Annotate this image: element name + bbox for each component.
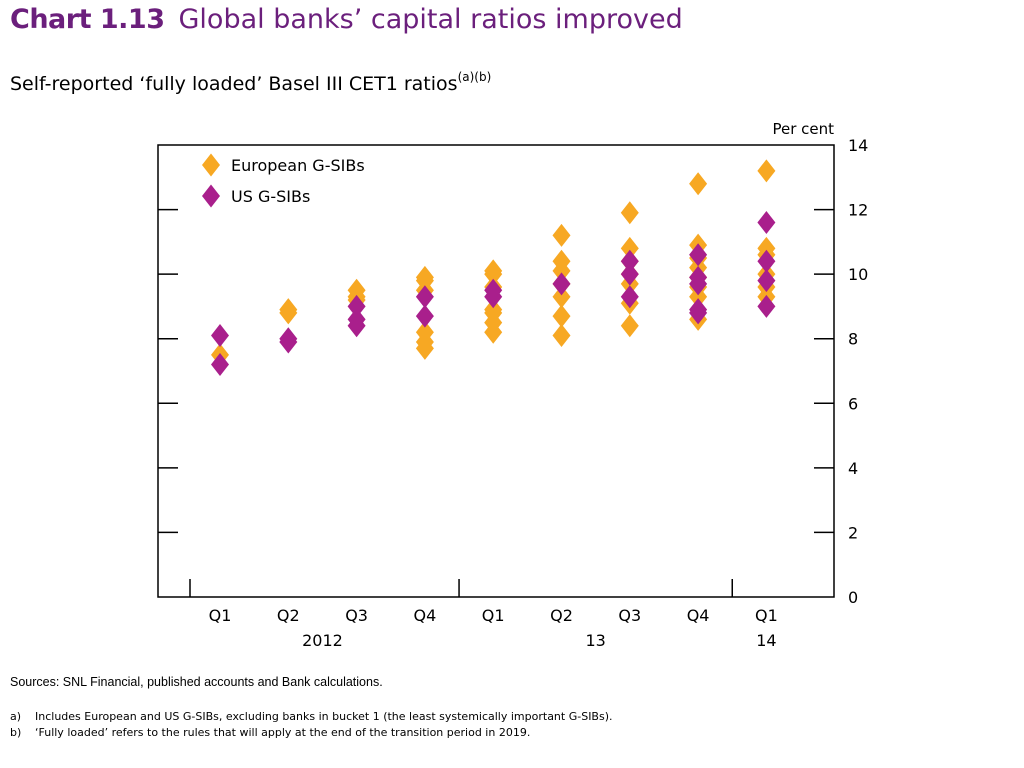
- european-gsib-point: [279, 301, 298, 325]
- european-gsib-point: [689, 172, 708, 196]
- european-gsib-point: [552, 223, 571, 247]
- us-gsib-point: [757, 294, 776, 318]
- subtitle-text: Self-reported ‘fully loaded’ Basel III C…: [10, 73, 458, 95]
- footnote-b-text: ‘Fully loaded’ refers to the rules that …: [35, 726, 531, 739]
- european-gsib-point: [620, 236, 639, 260]
- y-tick-label: 2: [848, 523, 858, 542]
- x-tick-label: Q3: [345, 606, 368, 625]
- us-gsib-point: [757, 249, 776, 273]
- footnote-a-mark: a): [10, 710, 22, 723]
- us-gsib-point: [689, 272, 708, 296]
- us-gsib-point: [552, 272, 571, 296]
- us-gsib-point: [415, 285, 434, 309]
- european-gsib-point: [552, 323, 571, 347]
- y-tick-label: 10: [848, 265, 868, 284]
- legend-us-gsibs-marker: [202, 184, 220, 208]
- plot-frame: [157, 144, 835, 598]
- y-tick-label: 4: [848, 459, 858, 478]
- european-gsib-point: [620, 201, 639, 225]
- scatter-chart: Per cent 0 2 4 6 8 10 12 14 Q1 Q2 Q3 Q4 Q1 Q2 Q3 Q4 Q1 2…: [157, 120, 868, 650]
- x-tick-label: Q1: [482, 606, 505, 625]
- x-year-label: 14: [756, 631, 776, 650]
- european-gsib-point: [484, 320, 503, 344]
- us-gsib-point: [620, 249, 639, 273]
- european-gsib-point: [620, 314, 639, 338]
- us-gsib-point: [211, 323, 229, 347]
- x-axis: Q1 Q2 Q3 Q4 Q1 Q2 Q3 Q4 Q1 2012 13 14: [189, 579, 778, 650]
- x-tick-label: Q2: [550, 606, 573, 625]
- european-gsib-point: [552, 259, 571, 283]
- european-gsib-point: [484, 262, 503, 286]
- legend: European G-SIBs US G-SIBs: [202, 153, 365, 208]
- data-points: [211, 159, 776, 377]
- x-tick-label: Q1: [209, 606, 232, 625]
- x-year-label: 2012: [302, 631, 343, 650]
- us-gsib-point: [415, 304, 434, 328]
- x-tick-label: Q2: [277, 606, 300, 625]
- y-tick-label: 12: [848, 201, 868, 220]
- x-tick-label: Q4: [414, 606, 437, 625]
- chart-heading: Chart 1.13 Global banks’ capital ratios i…: [10, 4, 683, 35]
- footnote-a: a) Includes European and US G-SIBs, exclu…: [10, 710, 613, 723]
- legend-us-gsibs-label: US G-SIBs: [231, 187, 310, 206]
- us-gsib-point: [757, 210, 776, 234]
- legend-european-gsibs-label: European G-SIBs: [231, 156, 365, 175]
- us-gsib-point: [211, 353, 229, 377]
- chart-subtitle: Self-reported ‘fully loaded’ Basel III C…: [10, 70, 491, 95]
- y-tick-label: 14: [848, 136, 868, 155]
- y-tick-label: 8: [848, 330, 858, 349]
- european-gsib-point: [552, 285, 571, 309]
- x-tick-label: Q1: [755, 606, 778, 625]
- sources-note: Sources: SNL Financial, published accoun…: [10, 675, 383, 689]
- us-gsib-point: [620, 262, 639, 286]
- chart-title: Global banks’ capital ratios improved: [178, 4, 683, 35]
- y-axis: 0 2 4 6 8 10 12 14: [158, 136, 868, 607]
- european-gsib-point: [689, 285, 708, 309]
- footnote-a-text: Includes European and US G-SIBs, excludi…: [35, 710, 613, 723]
- us-gsib-point: [484, 285, 503, 309]
- y-tick-label: 6: [848, 394, 858, 413]
- y-tick-label: 0: [848, 588, 858, 607]
- unit-label: Per cent: [772, 120, 834, 138]
- chart-number: Chart 1.13: [10, 4, 165, 35]
- x-tick-label: Q4: [687, 606, 710, 625]
- us-gsib-point: [689, 301, 708, 325]
- us-gsib-point: [347, 314, 366, 338]
- x-tick-label: Q3: [618, 606, 641, 625]
- us-gsib-point: [279, 330, 298, 354]
- us-gsib-point: [757, 269, 776, 293]
- european-gsib-point: [415, 336, 434, 360]
- footnote-b-mark: b): [10, 726, 22, 739]
- x-year-label: 13: [585, 631, 605, 650]
- european-gsib-point: [757, 159, 776, 183]
- us-gsib-point: [689, 243, 708, 267]
- us-gsib-point: [620, 285, 639, 309]
- footnote-b: b) ‘Fully loaded’ refers to the rules tha…: [10, 726, 530, 739]
- us-gsib-point: [347, 294, 366, 318]
- legend-european-gsibs-marker: [202, 153, 220, 177]
- subtitle-footnote-marks: (a)(b): [457, 70, 492, 84]
- european-gsib-point: [552, 304, 571, 328]
